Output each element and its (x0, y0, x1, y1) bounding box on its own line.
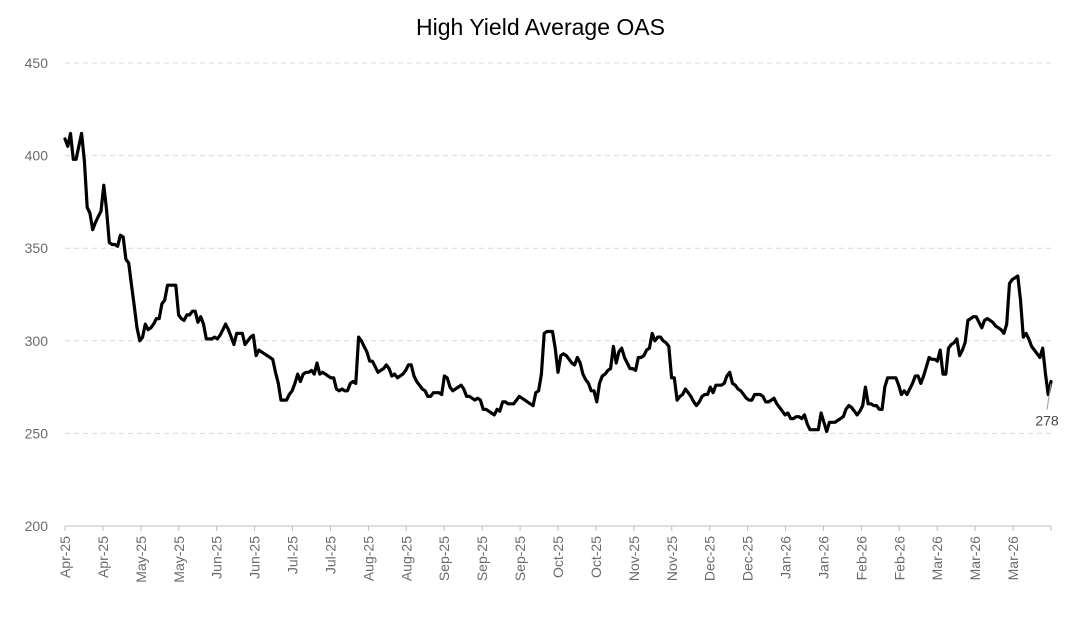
y-tick-label: 300 (25, 333, 49, 349)
y-tick-label: 200 (25, 518, 49, 534)
chart-title: High Yield Average OAS (416, 14, 665, 40)
x-tick-label: Jul-25 (285, 536, 301, 574)
x-tick-label: Mar-26 (1005, 536, 1021, 581)
series-layer (63, 131, 1053, 434)
x-tick-label: Oct-25 (588, 536, 604, 578)
x-tick-label: Mar-26 (967, 536, 983, 581)
x-tick-label: Jun-25 (247, 536, 263, 579)
annotations: 278 (1035, 383, 1059, 429)
x-tick-label: Jan-26 (815, 536, 831, 579)
x-tick-label: Apr-25 (57, 536, 73, 578)
x-tick-label: Apr-25 (95, 536, 111, 578)
x-axis: Apr-25 Apr-25 May-25 May-25 Jun-25 Jun-25 Jul-… (57, 525, 1052, 583)
x-tick-label: Jul-25 (322, 536, 338, 574)
x-tick-label: Sep-25 (512, 536, 528, 581)
x-tick-label: May-25 (133, 536, 149, 583)
x-tick-label: Sep-25 (474, 536, 490, 581)
x-tick-label: Dec-25 (702, 536, 718, 581)
x-tick-label: Mar-26 (929, 536, 945, 581)
x-tick-label: Nov-25 (664, 536, 680, 581)
x-tick-label: Nov-25 (626, 536, 642, 581)
y-tick-label: 400 (25, 148, 49, 164)
x-tick-label: Aug-25 (360, 536, 376, 581)
series-line (63, 131, 1053, 434)
x-tick-label: Feb-26 (853, 536, 869, 581)
x-tick-label: Jun-25 (209, 536, 225, 579)
x-tick-label: Aug-25 (398, 536, 414, 581)
end-data-label: 278 (1035, 413, 1059, 429)
x-tick-label: Feb-26 (891, 536, 907, 581)
data-label-leader (1046, 383, 1052, 410)
x-tick-label: Oct-25 (550, 536, 566, 578)
y-tick-label: 450 (25, 55, 49, 71)
x-tick-label: Sep-25 (436, 536, 452, 581)
x-tick-label: Dec-25 (740, 536, 756, 581)
y-tick-label: 250 (25, 425, 49, 441)
y-axis: 200 250 300 350 400 450 (25, 55, 49, 534)
gridlines (65, 62, 1051, 434)
y-tick-label: 350 (25, 240, 49, 256)
x-tick-label: Jan-26 (778, 536, 794, 579)
x-tick-label: May-25 (171, 536, 187, 583)
